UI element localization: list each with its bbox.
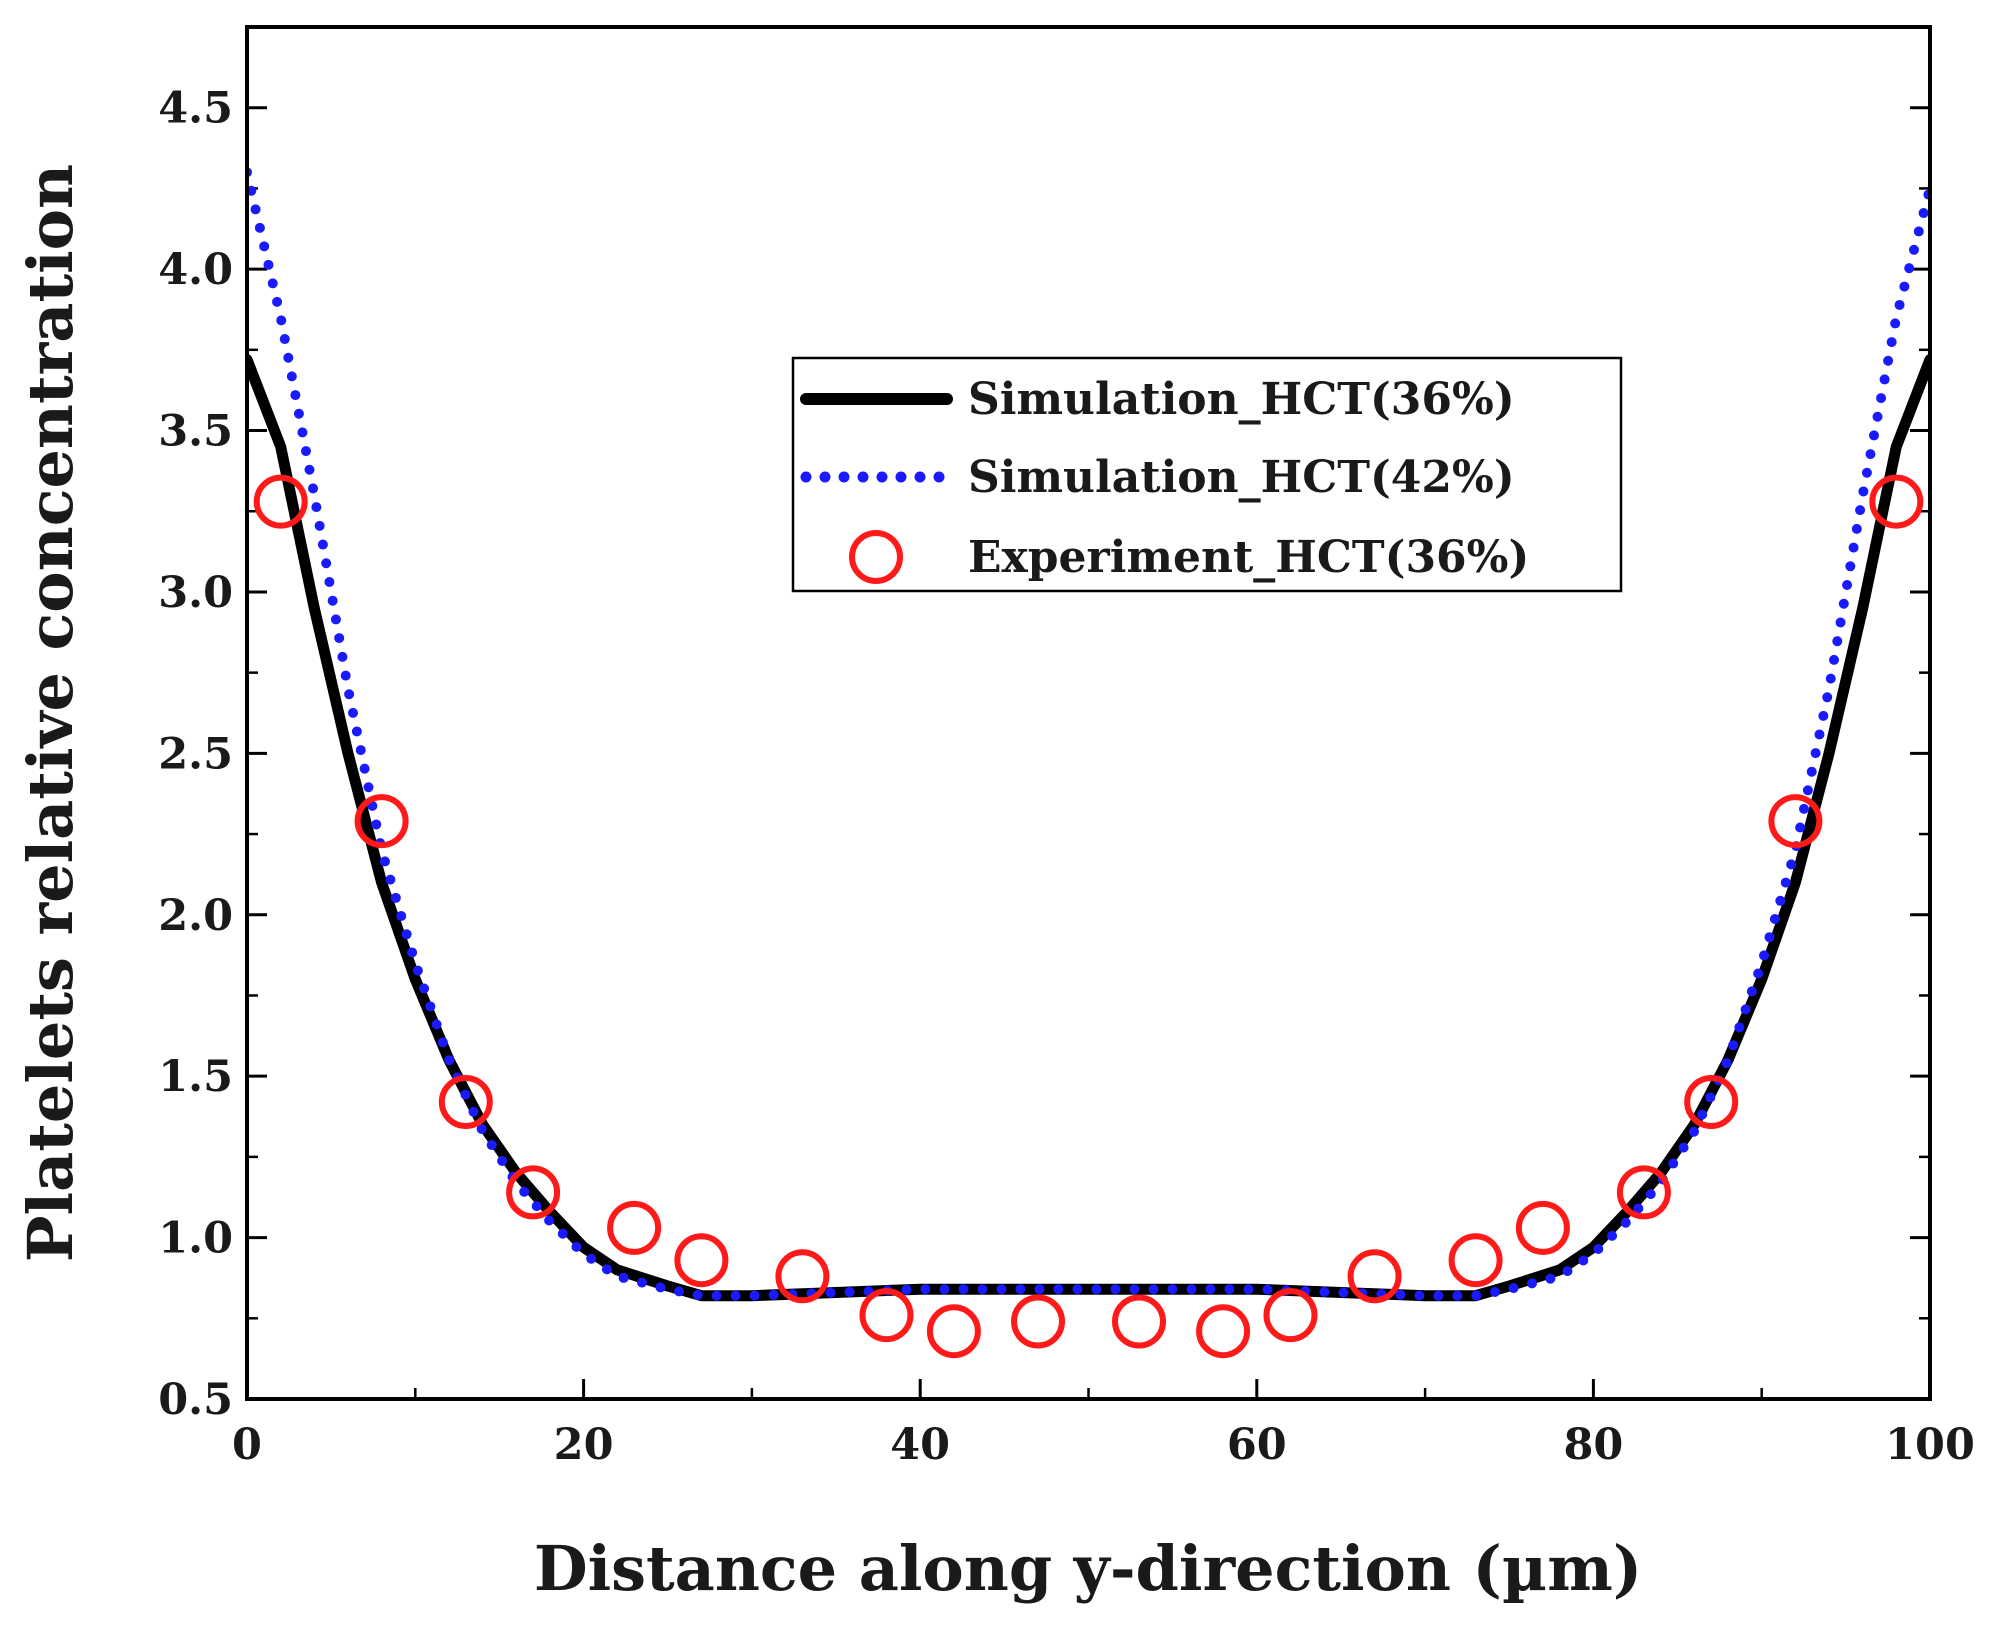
experiment-point xyxy=(1515,1200,1570,1255)
legend-label-sim-42: Simulation_HCT(42%) xyxy=(968,452,1515,503)
experiment-point xyxy=(859,1288,914,1343)
legend-swatch-experiment xyxy=(849,530,903,584)
experiment-point xyxy=(506,1165,561,1220)
legend-label-sim-36: Simulation_HCT(36%) xyxy=(968,374,1515,425)
legend-label-experiment: Experiment_HCT(36%) xyxy=(968,532,1529,583)
experiment-point xyxy=(1869,474,1924,529)
y-tick-label: 1.5 xyxy=(158,1052,233,1102)
experiment-point xyxy=(438,1075,493,1129)
x-tick-label: 20 xyxy=(554,1420,614,1470)
experiment-point xyxy=(1196,1304,1251,1359)
x-tick-label: 80 xyxy=(1563,1420,1623,1470)
y-tick-label: 4.0 xyxy=(158,245,233,295)
y-axis-title: Platelets relative concentration xyxy=(14,164,87,1262)
experiment-point xyxy=(1768,794,1823,849)
experiment-point xyxy=(1616,1165,1671,1220)
experiment-point xyxy=(607,1200,662,1255)
y-tick-label: 3.0 xyxy=(158,568,233,618)
y-tick-label: 2.5 xyxy=(158,729,233,779)
x-tick-label: 0 xyxy=(232,1420,262,1470)
y-tick-label: 4.5 xyxy=(158,84,233,134)
experiment-point xyxy=(1112,1294,1166,1349)
experiment-point xyxy=(926,1304,981,1359)
y-axis-ticks: 0.5 1.0 1.5 2.0 2.5 3.0 3.5 4.0 4.5 xyxy=(158,84,1930,1425)
y-tick-label: 1.0 xyxy=(158,1214,233,1264)
legend: Simulation_HCT(36%) Simulation_HCT(42%) … xyxy=(791,356,1623,593)
experiment-point xyxy=(1263,1288,1318,1343)
x-tick-label: 40 xyxy=(890,1420,950,1470)
x-axis-ticks: 0 20 40 60 80 100 xyxy=(232,1379,1975,1470)
plot-series xyxy=(247,167,1930,1359)
y-tick-label: 2.0 xyxy=(158,891,233,941)
experiment-point xyxy=(1347,1249,1402,1304)
x-tick-label: 60 xyxy=(1227,1420,1287,1470)
y-tick-label: 0.5 xyxy=(158,1375,233,1425)
experiment-point xyxy=(775,1249,830,1304)
experiment-point xyxy=(1684,1075,1739,1129)
series-line-simulation-hct-42 xyxy=(247,167,1930,1301)
experiment-point xyxy=(253,474,308,529)
x-tick-label: 100 xyxy=(1885,1420,1975,1470)
experiment-point xyxy=(1448,1233,1503,1288)
experiment-point xyxy=(354,794,409,849)
plot-frame xyxy=(245,25,1932,1401)
y-tick-label: 3.5 xyxy=(158,407,233,457)
experiment-point xyxy=(674,1233,729,1288)
x-axis-title: Distance along y-direction (µm) xyxy=(534,1532,1642,1605)
experiment-point xyxy=(1011,1294,1065,1349)
